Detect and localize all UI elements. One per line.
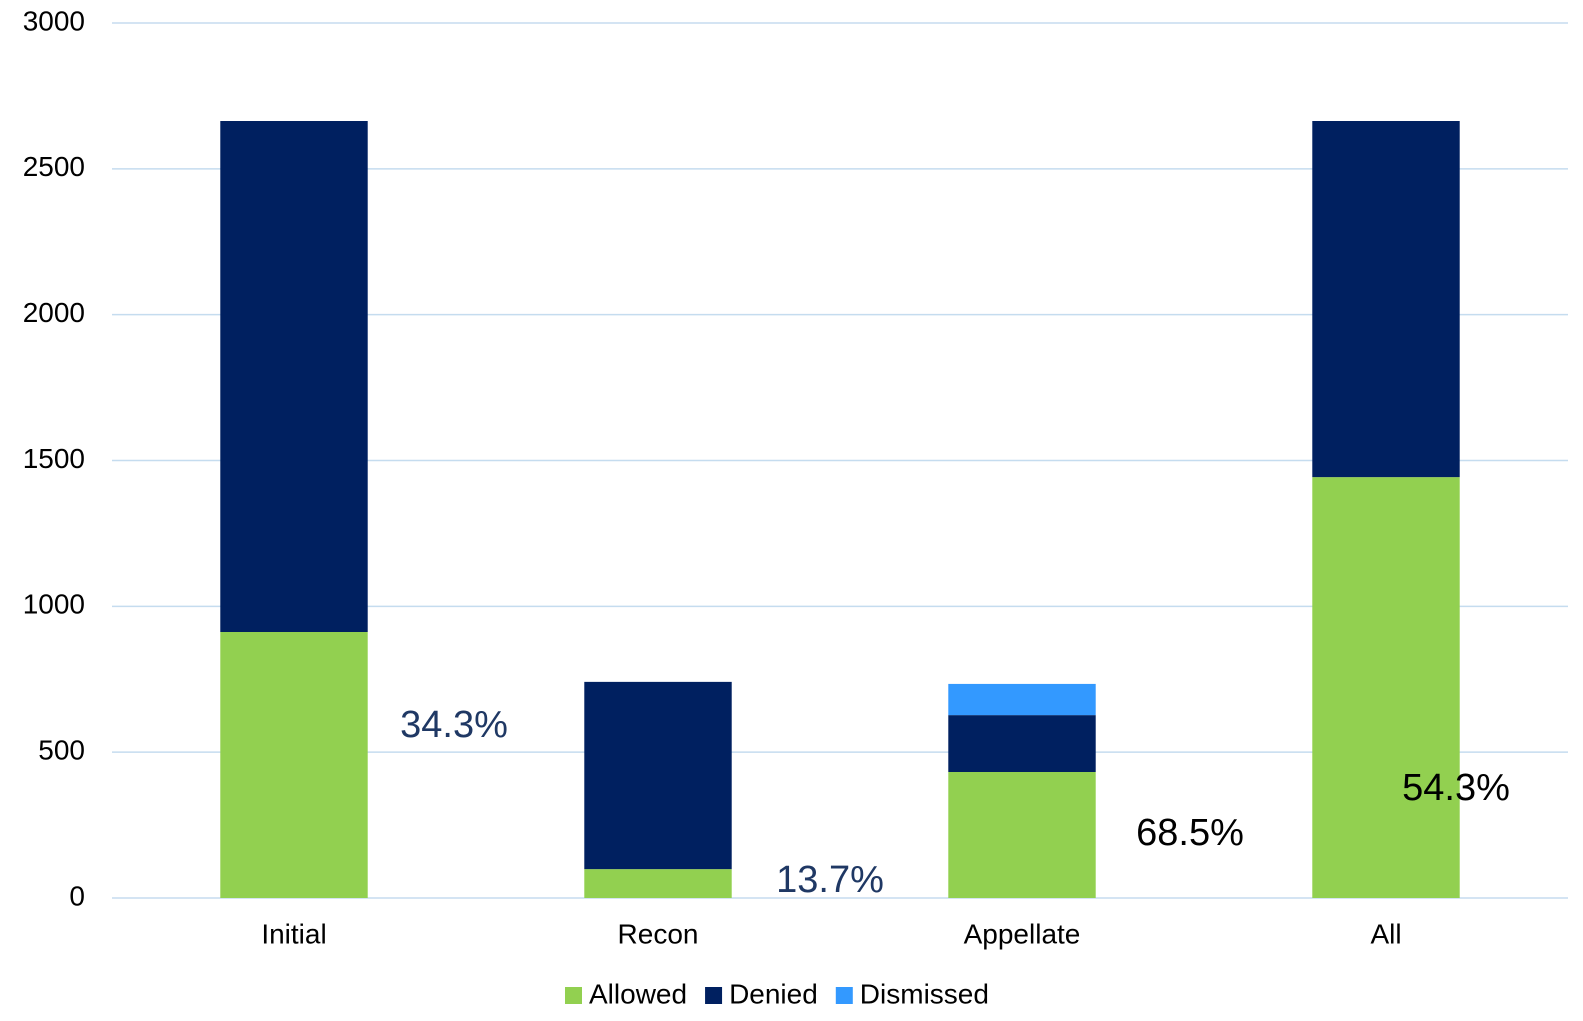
y-tick-label: 0 [69, 880, 85, 911]
legend-label: Allowed [589, 978, 687, 1009]
annotation: 54.3% [1402, 767, 1510, 809]
bar-segment [220, 632, 368, 898]
legend-swatch [705, 987, 723, 1004]
legend-swatch [565, 987, 582, 1004]
legend-label: Denied [729, 978, 818, 1009]
x-tick-label: Appellate [964, 918, 1081, 949]
x-tick-label: Recon [618, 918, 699, 949]
y-tick-label: 2500 [23, 151, 85, 182]
y-tick-label: 3000 [23, 5, 85, 36]
bar-segment [948, 683, 1096, 716]
y-tick-label: 1500 [23, 443, 85, 474]
bar-segment [220, 121, 368, 632]
y-tick-label: 2000 [23, 297, 85, 328]
bar-segment [1312, 477, 1460, 898]
bar-segment [584, 869, 732, 898]
bar-segment [948, 715, 1096, 772]
y-tick-label: 1000 [23, 589, 85, 620]
y-tick-label: 500 [38, 735, 85, 766]
legend-swatch [835, 987, 853, 1004]
annotation: 13.7% [776, 859, 884, 901]
annotation: 34.3% [400, 704, 508, 746]
annotation: 68.5% [1136, 812, 1244, 854]
legend-label: Dismissed [860, 978, 989, 1009]
x-tick-label: All [1370, 918, 1401, 949]
bar-segment [948, 772, 1096, 898]
x-tick-label: Initial [261, 918, 326, 949]
bar-segment [584, 681, 732, 870]
bar-segment [1312, 121, 1460, 478]
